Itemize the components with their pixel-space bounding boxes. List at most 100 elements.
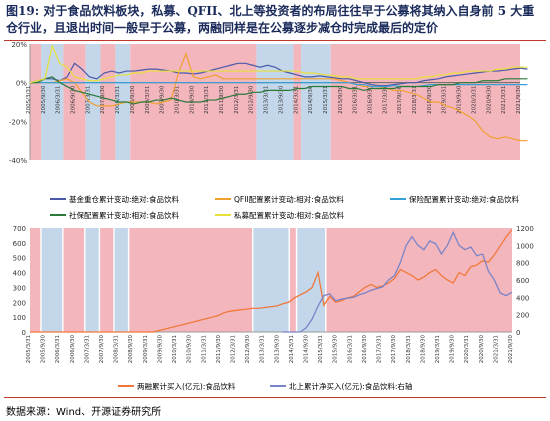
x-tick-label: 2017/9/30: [397, 85, 403, 114]
x-tick-label: 2007/9/30: [100, 85, 106, 114]
y-left-tick-label: 500: [13, 255, 26, 263]
y-left-tick-label: 200: [13, 299, 26, 307]
legend-label: 北上累计净买入(亿元):食品饮料:右轴: [289, 381, 412, 391]
series-line-1: [282, 230, 513, 333]
chart-bottom: 0 100 200 300 400 500 600 700 0 200 400 600 800 1000 1…: [13, 225, 534, 364]
x-tick-label: 2017/3/31: [377, 335, 383, 363]
x-tick-label: 2019/9/30: [450, 335, 456, 364]
series-line-0: [30, 229, 513, 333]
x-tick-label: 2010/9/30: [189, 85, 195, 114]
y-left-tick-label: 300: [13, 284, 26, 292]
band-blue-3: [85, 228, 99, 332]
x-tick-label: 2018/3/31: [406, 335, 412, 363]
x-tick-label: 2016/9/30: [368, 85, 374, 114]
x-tick-label: 2005/3/31: [26, 335, 32, 363]
x-tick-label: 2011/9/30: [216, 335, 222, 364]
y-right-tick-label: 1000: [516, 242, 534, 250]
x-tick-label: 2008/9/30: [130, 85, 136, 114]
x-tick-label: 2016/9/30: [362, 335, 368, 364]
x-tick-label: 2016/3/31: [353, 86, 359, 114]
x-tick-label: 2016/3/31: [347, 335, 353, 363]
band-blue-7: [253, 228, 289, 332]
legend-top: 基金重仓累计变动:绝对:食品饮料 QFII配置累计变动:相对:食品饮料 保险配置累计…: [50, 194, 520, 220]
x-tick-label: 2018/3/31: [412, 86, 418, 114]
x-tick-label: 2013/9/30: [278, 85, 284, 114]
x-tick-label: 2021/3/31: [493, 335, 499, 363]
x-tick-label: 2020/3/31: [471, 86, 477, 114]
y-left-tick-label: 100: [13, 314, 26, 322]
y-right-tick-label: 1200: [516, 225, 534, 233]
x-tick-label: 2010/9/30: [187, 335, 193, 364]
legend-bottom: 两融累计买入(亿元):食品饮料 北上累计净买入(亿元):食品饮料:右轴: [118, 381, 412, 391]
y-left-tick-label: 600: [13, 240, 26, 248]
x-tick-label: 2021/3/31: [501, 86, 507, 114]
legend-label: 私募配置累计变动:相对:食品饮料: [234, 210, 345, 220]
x-tick-label: 2013/9/30: [274, 335, 280, 364]
y-right-tick-label: 800: [516, 260, 529, 268]
x-tick-label: 2011/3/31: [201, 335, 207, 363]
x-tick-label: 2020/9/30: [479, 335, 485, 364]
y-right-tick-label: 400: [516, 294, 529, 302]
x-tick-label: 2008/3/31: [115, 86, 121, 114]
y-left-tick-label: 700: [13, 225, 26, 233]
series-line-3: [30, 76, 528, 105]
x-tick-label: 2009/9/30: [157, 335, 163, 364]
x-tick-label: 2012/9/30: [249, 85, 255, 114]
x-tick-label: 2015/9/30: [338, 85, 344, 114]
x-tick-label: 2013/3/31: [264, 86, 270, 114]
band-blue-9: [297, 228, 326, 332]
band-pink-8: [293, 44, 301, 160]
x-tick-label: 2012/3/31: [234, 86, 240, 114]
x-tick-label: 2019/9/30: [457, 85, 463, 114]
series-line-1: [30, 51, 528, 142]
x-tick-label: 2006/9/30: [70, 335, 76, 364]
x-tick-label: 2014/3/31: [289, 335, 295, 363]
band-blue-1: [41, 228, 63, 332]
legend-label: 两融累计买入(亿元):食品饮料: [137, 381, 236, 391]
y-right-tick-label: 0: [516, 329, 520, 337]
x-tick-label: 2019/3/31: [442, 86, 448, 114]
x-tick-label: 2019/3/31: [435, 335, 441, 363]
x-tick-label: 2010/3/31: [172, 335, 178, 363]
legend-label: 社保配置累计变动:相对:食品饮料: [69, 210, 180, 220]
x-tick-label: 2015/9/30: [333, 335, 339, 364]
x-tick-label: 2012/3/31: [230, 335, 236, 363]
x-tick-label: 2009/3/31: [145, 86, 151, 114]
series-line-0: [29, 62, 528, 87]
x-tick-label: 2007/3/31: [84, 335, 90, 363]
x-tick-label: 2014/9/30: [308, 85, 314, 114]
x-tick-label: 2011/9/30: [219, 85, 225, 114]
x-tick-label: 2021/9/30: [516, 85, 522, 114]
y-tick-label: -20%: [9, 118, 27, 126]
y-left-tick-label: 400: [13, 270, 26, 278]
x-tick-label: 2006/9/30: [71, 85, 77, 114]
x-tick-label: 2018/9/30: [420, 335, 426, 364]
y-tick-label: 20%: [11, 41, 27, 49]
band-pink-8: [289, 228, 296, 332]
figure-number: 图19:: [6, 4, 40, 18]
band-pink-10: [330, 44, 520, 160]
band-pink-0: [30, 44, 42, 160]
y-left-tick-label: 0: [22, 329, 26, 337]
band-pink-4: [100, 228, 114, 332]
legend-label: 基金重仓累计变动:绝对:食品饮料: [69, 194, 180, 204]
x-tick-label: 2020/3/31: [464, 335, 470, 363]
y-right-tick-label: 200: [516, 312, 529, 320]
figure-title: 图19: 对于食品饮料板块，私募、QFII、北上等投资者的布局往往早于公募将其纳…: [6, 3, 546, 37]
x-tick-label: 2014/9/30: [304, 335, 310, 364]
series-line-4: [29, 43, 528, 84]
legend-label: QFII配置累计变动:相对:食品饮料: [234, 194, 344, 204]
x-tick-label: 2015/3/31: [318, 335, 324, 363]
x-tick-label: 2014/3/31: [293, 86, 299, 114]
x-tick-label: 2006/3/31: [55, 335, 61, 363]
y-tick-label: 0%: [16, 80, 27, 88]
x-tick-label: 2012/9/30: [245, 335, 251, 364]
x-tick-label: 2020/9/30: [486, 85, 492, 114]
band-pink-2: [63, 228, 85, 332]
y-right-tick-label: 600: [516, 277, 529, 285]
source-rule: [4, 397, 546, 398]
title-rule: [4, 40, 546, 41]
band-pink-0: [30, 228, 41, 332]
band-blue-7: [256, 44, 294, 160]
band-pink-6: [129, 228, 253, 332]
